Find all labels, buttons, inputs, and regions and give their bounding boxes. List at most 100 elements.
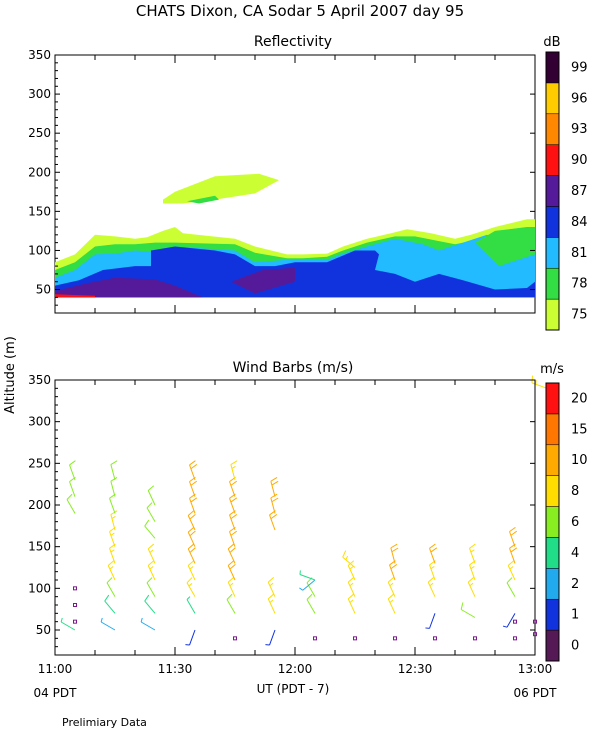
wind-barb-staff [187,515,196,531]
wind-barb [229,526,238,547]
reflectivity-colorbar-swatch-78 [545,267,560,300]
wind-barb-flag [189,547,196,553]
wind-calm-marker [533,619,537,624]
reflectivity-colorbar-label-78: 78 [571,277,588,292]
wind-barb-flag [267,577,275,583]
wind-barb [189,476,198,497]
wind-barb-flag [271,497,279,503]
wind-barb [110,460,118,481]
wind-barb [187,510,196,531]
reflectivity-contour-87-6 [231,267,295,294]
wind-barbs-title: Wind Barbs (m/s) [233,360,354,376]
wind-barb [227,543,236,564]
wind-barb [187,543,196,564]
wind-barb [506,577,516,597]
wind-barb-flag [187,543,195,550]
wind-barb-flag [506,577,513,584]
wind-colorbar-title: m/s [540,362,564,377]
wind-barb [507,560,516,581]
date-label-left: 04 PDT [34,686,78,700]
wind-barb-flag [110,510,118,515]
wind-barb-staff [302,579,316,591]
wind-barb-flag [429,543,436,549]
wind-barb-flag [230,460,238,465]
wind-barb [270,477,279,497]
wind-barb-staff [469,548,476,564]
wind-barb-half-flag [111,515,116,519]
wind-barb-half-flag [149,566,154,570]
wind-barb-flag [147,543,155,550]
wind-colorbar-swatch-6 [545,506,560,538]
wind-barb [144,594,156,614]
wind-x-tick-label-2: 12:00 [278,662,313,676]
reflectivity-colorbar-label-87: 87 [571,184,588,199]
wind-barb-staff [186,599,196,614]
wind-calm-marker [513,619,517,624]
wind-barb-half-flag [60,617,63,623]
wind-barb-half-flag [299,587,304,591]
wind-barb-staff [306,582,316,597]
wind-barb [147,560,156,581]
wind-barb [299,579,316,591]
reflectivity-title: Reflectivity [254,34,332,50]
wind-barb-flag [146,502,153,509]
reflectivity-colorbar-swatch-99 [545,51,560,84]
wind-colorbar-swatch-8 [545,475,560,507]
wind-barb-flag [144,594,150,602]
wind-barb [100,617,116,631]
wind-barb [107,560,116,581]
wind-barb-staff [387,581,396,597]
wind-barb-staff [387,598,396,614]
reflectivity-colorbar-label-90: 90 [571,153,588,168]
reflectivity-y-tick-label-300: 300 [28,87,51,101]
wind-barb [186,596,196,614]
wind-colorbar-frame [545,382,560,662]
wind-calm-marker [473,636,477,641]
wind-barb [306,593,316,614]
wind-barb-staff [229,514,236,531]
wind-barb-staff [267,581,276,597]
wind-barb-half-flag [470,566,475,570]
wind-barb [347,560,356,581]
wind-barb-staff [104,600,116,614]
wind-barb-flag [106,577,113,584]
wind-barb-flag [460,602,464,610]
reflectivity-colorbar-swatch-87 [545,175,560,207]
wind-barb-flag [469,543,476,549]
wind-barb-layer [60,375,548,646]
wind-colorbar-swatch-1 [545,598,560,631]
wind-barb-staff [509,548,516,564]
wind-colorbar-label-15: 15 [571,422,588,437]
wind-barb-staff [467,581,476,597]
wind-barb [104,594,116,614]
wind-calm-marker [393,636,397,641]
wind-y-tick-label-300: 300 [28,415,51,429]
wind-barb-staff [110,514,116,531]
reflectivity-colorbar-swatch-93 [545,113,560,145]
reflectivity-y-tick-label-100: 100 [28,243,51,257]
wind-barb-flag [187,560,195,566]
wind-barb-staff [227,565,236,581]
wind-barb [227,560,236,581]
wind-barb [110,510,118,531]
wind-barb [229,493,238,514]
wind-colorbar-label-0: 0 [571,639,579,654]
reflectivity-colorbar-title: dB [543,35,560,50]
wind-barb-staff [187,548,196,564]
wind-y-tick-label-150: 150 [28,540,51,554]
wind-barb-staff [229,531,236,547]
wind-barb-flag [190,464,198,470]
wind-barb [109,493,116,514]
wind-barb-flag [390,543,398,549]
wind-barb [429,543,438,564]
wind-barb-flag [189,460,196,466]
wind-barb [509,543,518,564]
wind-barb [187,527,196,547]
wind-barb-flag [187,510,195,516]
wind-barb-half-flag [140,617,143,623]
wind-barb-staff [140,621,156,631]
wind-barb [269,510,278,531]
wind-barb [389,560,398,581]
